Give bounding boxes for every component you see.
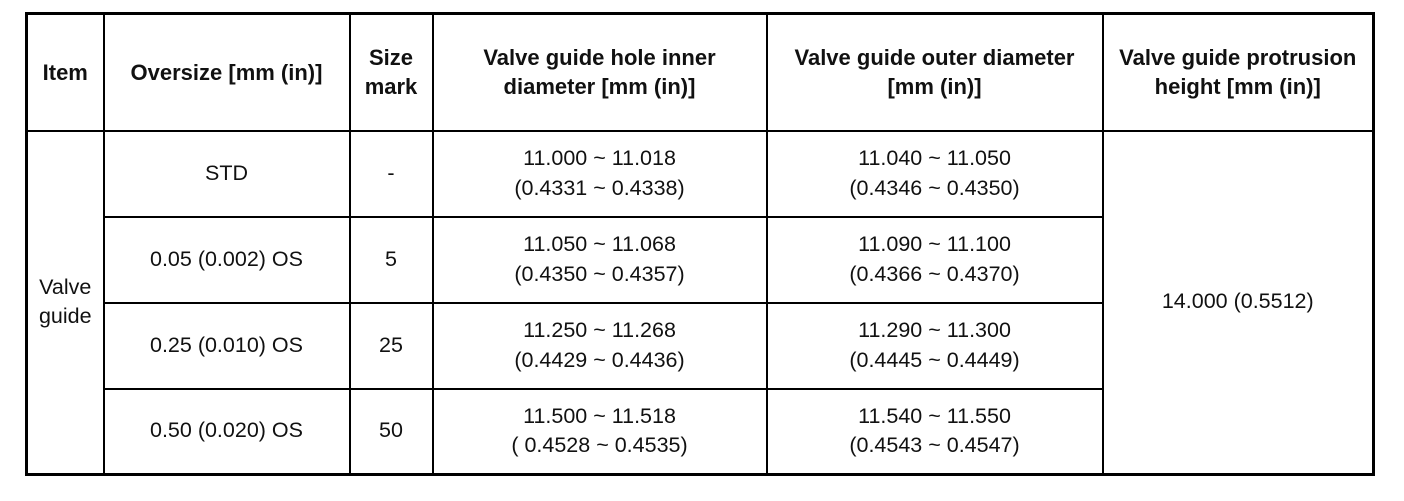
inner-diameter-in: (0.4350 ~ 0.4357) xyxy=(514,261,685,286)
cell-outer-diameter: 11.090 ~ 11.100 (0.4366 ~ 0.4370) xyxy=(765,215,1104,304)
outer-diameter-in: (0.4543 ~ 0.4547) xyxy=(849,433,1020,458)
outer-diameter-mm: 11.040 ~ 11.050 xyxy=(858,145,1011,170)
cell-inner-diameter: 11.000 ~ 11.018 (0.4331 ~ 0.4338) xyxy=(431,129,768,218)
outer-diameter-in: (0.4445 ~ 0.4449) xyxy=(849,347,1020,372)
inner-diameter-mm: 11.500 ~ 11.518 xyxy=(523,403,676,428)
inner-diameter-in: ( 0.4528 ~ 0.4535) xyxy=(511,433,688,458)
cell-item-valve-guide: Valve guide xyxy=(25,129,105,476)
valve-guide-spec-table: Item Oversize [mm (in)] Size mark Valve … xyxy=(25,12,1375,476)
table-row-os-025: 0.25 (0.010) OS 25 11.250 ~ 11.268 (0.44… xyxy=(27,301,1374,390)
header-cell-item: Item xyxy=(25,12,105,132)
table-row-std: Valve guide STD - 11.000 ~ 11.018 (0.433… xyxy=(25,129,1375,476)
outer-diameter-in: (0.4366 ~ 0.4370) xyxy=(849,261,1020,286)
outer-diameter-mm: 11.540 ~ 11.550 xyxy=(858,403,1011,428)
cell-inner-diameter: 11.500 ~ 11.518 ( 0.4528 ~ 0.4535) xyxy=(431,387,768,476)
cell-outer-diameter: 11.290 ~ 11.300 (0.4445 ~ 0.4449) xyxy=(765,301,1104,390)
cell-outer-diameter: 11.540 ~ 11.550 (0.4543 ~ 0.4547) xyxy=(765,387,1104,476)
outer-diameter-mm: 11.290 ~ 11.300 xyxy=(858,317,1011,342)
cell-oversize: 0.25 (0.010) OS xyxy=(102,301,351,390)
cell-inner-diameter: 11.050 ~ 11.068 (0.4350 ~ 0.4357) xyxy=(431,215,768,304)
table-row-os-005: 0.05 (0.002) OS 5 11.050 ~ 11.068 (0.435… xyxy=(27,215,1374,304)
table-row-os-050: 0.50 (0.020) OS 50 11.500 ~ 11.518 ( 0.4… xyxy=(27,387,1374,476)
header-row: Item Oversize [mm (in)] Size mark Valve … xyxy=(25,12,1375,132)
inner-diameter-mm: 11.050 ~ 11.068 xyxy=(523,231,676,256)
cell-size-mark: 25 xyxy=(348,301,434,390)
cell-size-mark: 50 xyxy=(348,387,434,476)
cell-size-mark: - xyxy=(348,129,434,218)
outer-diameter-in: (0.4346 ~ 0.4350) xyxy=(849,175,1020,200)
inner-diameter-in: (0.4429 ~ 0.4436) xyxy=(514,347,685,372)
cell-protrusion-height: 14.000 (0.5512) xyxy=(1101,129,1375,476)
cell-oversize: STD xyxy=(102,129,351,218)
inner-diameter-mm: 11.250 ~ 11.268 xyxy=(523,317,676,342)
outer-diameter-mm: 11.090 ~ 11.100 xyxy=(858,231,1011,256)
cell-outer-diameter: 11.040 ~ 11.050 (0.4346 ~ 0.4350) xyxy=(765,129,1104,218)
header-cell-size-mark: Size mark xyxy=(348,12,434,132)
cell-inner-diameter: 11.250 ~ 11.268 (0.4429 ~ 0.4436) xyxy=(431,301,768,390)
cell-size-mark: 5 xyxy=(348,215,434,304)
header-cell-outer-diameter: Valve guide outer diameter [mm (in)] xyxy=(765,12,1104,132)
header-cell-protrusion-height: Valve guide protrusion height [mm (in)] xyxy=(1101,12,1375,132)
inner-diameter-mm: 11.000 ~ 11.018 xyxy=(523,145,676,170)
cell-oversize: 0.50 (0.020) OS xyxy=(102,387,351,476)
header-cell-oversize: Oversize [mm (in)] xyxy=(102,12,351,132)
header-cell-inner-diameter: Valve guide hole inner diameter [mm (in)… xyxy=(431,12,768,132)
cell-oversize: 0.05 (0.002) OS xyxy=(102,215,351,304)
inner-diameter-in: (0.4331 ~ 0.4338) xyxy=(514,175,685,200)
